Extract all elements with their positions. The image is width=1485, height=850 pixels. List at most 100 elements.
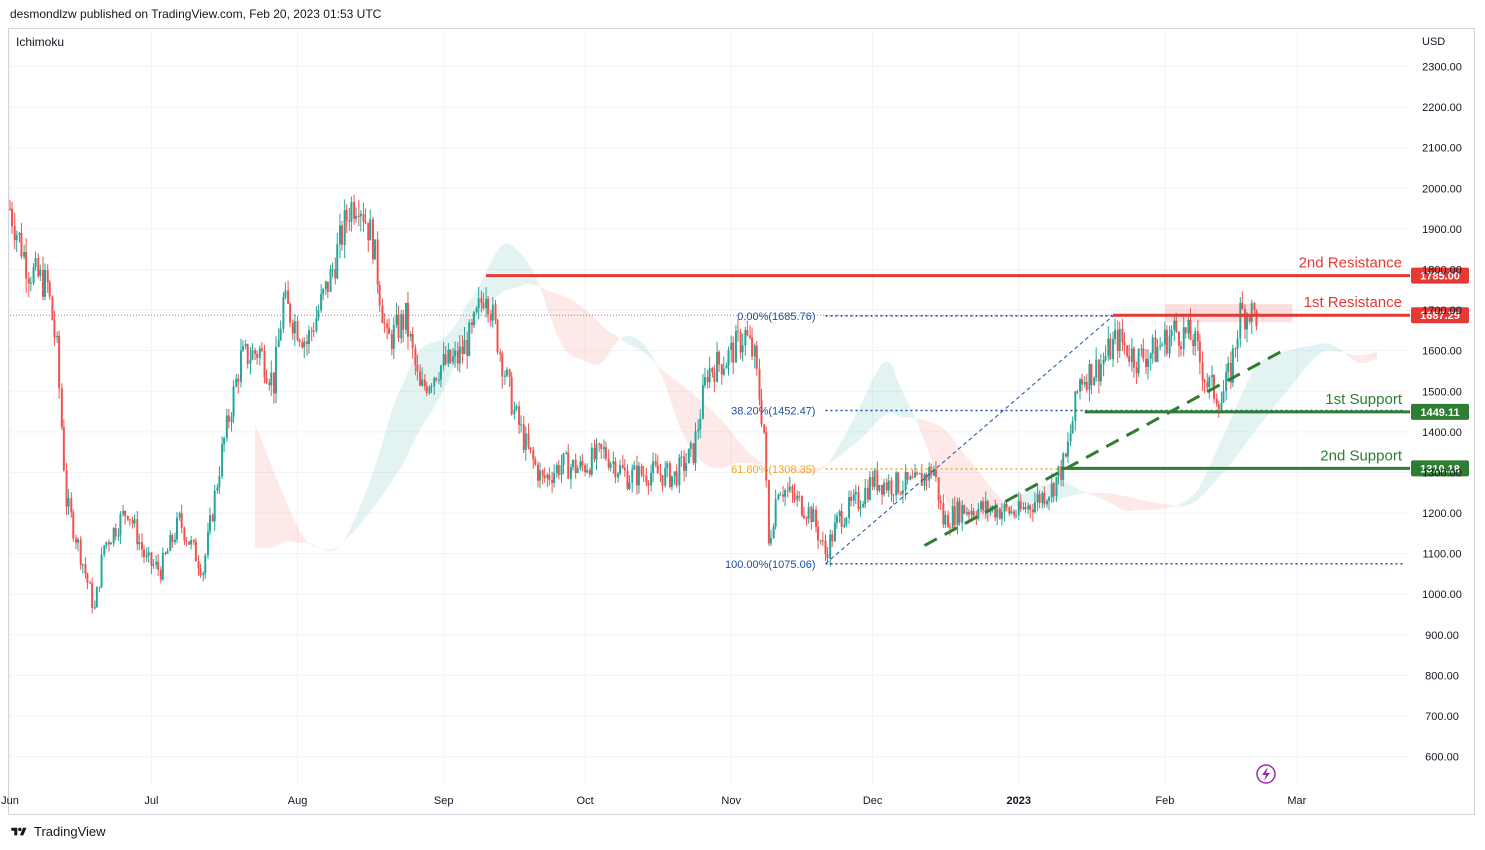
- publisher-header: desmondlzw published on TradingView.com,…: [10, 7, 381, 21]
- candle-body: [687, 448, 690, 464]
- candle-body: [746, 330, 749, 336]
- candle-body: [763, 424, 766, 433]
- candle-body: [562, 453, 565, 466]
- candle-body: [850, 497, 853, 501]
- candle-body: [449, 349, 452, 363]
- candle-body: [934, 468, 937, 478]
- candle-body: [1013, 511, 1016, 516]
- candle-body: [515, 406, 518, 410]
- cloud-segment: [806, 468, 812, 475]
- x-tick-label: Sep: [434, 795, 454, 807]
- cloud-segment: [1334, 346, 1340, 352]
- candle-body: [180, 513, 183, 528]
- candle-body: [574, 460, 577, 473]
- cloud-segment: [288, 506, 293, 542]
- cloud-segment: [396, 387, 402, 474]
- candle-body: [494, 304, 497, 321]
- candle-body: [437, 379, 440, 381]
- cloud-segment: [863, 389, 868, 437]
- cloud-segment: [1023, 491, 1029, 505]
- cloud-segment: [1174, 504, 1180, 507]
- cloud-segment: [962, 451, 967, 517]
- x-tick-label: Feb: [1155, 795, 1174, 807]
- candle-body: [307, 330, 310, 344]
- cloud-segment: [504, 243, 510, 291]
- candle-body: [131, 520, 134, 524]
- candle-body: [466, 339, 469, 356]
- candle-body: [951, 506, 954, 528]
- y-tick-label: 2300.00: [1422, 62, 1462, 74]
- cloud-segment: [684, 386, 689, 445]
- cloud-segment: [1278, 352, 1283, 403]
- cloud-segment: [537, 281, 543, 294]
- candle-body: [786, 490, 789, 492]
- candle-body: [1173, 320, 1176, 330]
- candle-body: [538, 470, 541, 481]
- cloud-segment: [1065, 482, 1071, 497]
- candle-body: [1208, 377, 1211, 388]
- candle-body: [833, 522, 836, 542]
- currency-label: USD: [1422, 36, 1445, 48]
- candle-body: [532, 449, 535, 460]
- candle-body: [211, 515, 214, 522]
- candle-body: [645, 475, 648, 483]
- candle-body: [1074, 391, 1077, 422]
- cloud-segment: [264, 448, 270, 549]
- candle-body: [581, 461, 584, 466]
- candle-body: [29, 282, 32, 284]
- candle-body: [1130, 348, 1133, 362]
- candle-body: [1149, 353, 1152, 359]
- candle-body: [324, 281, 327, 290]
- price-tag-label: 1687.29: [1420, 310, 1460, 322]
- candle-body: [164, 553, 167, 555]
- candle-body: [892, 494, 895, 496]
- cloud-segment: [1282, 350, 1288, 397]
- candle-body: [371, 219, 374, 260]
- candle-body: [1118, 328, 1121, 352]
- candle-body: [218, 475, 221, 488]
- cloud-segment: [1146, 501, 1151, 510]
- candle-body: [39, 269, 42, 276]
- cloud-segment: [1254, 362, 1260, 433]
- cloud-segment: [1287, 349, 1293, 391]
- candle-body: [901, 490, 904, 494]
- cloud-segment: [1249, 368, 1255, 439]
- candle-body: [883, 482, 886, 495]
- candle-body: [920, 473, 923, 486]
- candle-body: [76, 539, 79, 543]
- cloud-segment: [1273, 354, 1279, 409]
- cloud-segment: [585, 309, 590, 364]
- candle-body: [854, 492, 857, 495]
- candle-body: [1083, 381, 1086, 385]
- candle-body: [1175, 320, 1178, 332]
- cloud-segment: [613, 334, 619, 347]
- cloud-segment: [702, 402, 708, 466]
- candle-body: [1114, 329, 1117, 340]
- cloud-segment: [325, 549, 331, 552]
- candle-body: [1055, 476, 1058, 497]
- x-tick-label: Aug: [288, 795, 308, 807]
- cloud-segment: [302, 534, 307, 543]
- candle-body: [343, 210, 346, 245]
- candle-body: [897, 472, 900, 493]
- candle-body: [680, 456, 683, 458]
- candle-body: [1010, 511, 1013, 514]
- y-tick-label: 800.00: [1425, 670, 1459, 682]
- candle-body: [812, 509, 815, 522]
- lightning-icon[interactable]: [1256, 764, 1276, 784]
- cloud-segment: [486, 262, 491, 309]
- cloud-segment: [872, 370, 878, 427]
- y-axis: 600.00 700.00 800.00 900.00 1000.00 1100.00 12…: [1422, 62, 1462, 764]
- cloud-segment: [278, 483, 284, 545]
- candle-body: [296, 321, 299, 341]
- cloud-segment: [721, 420, 727, 469]
- x-tick-label: 2023: [1007, 795, 1031, 807]
- chart-frame[interactable]: [8, 28, 1475, 815]
- candle-body: [1017, 501, 1020, 516]
- candle-body: [105, 542, 108, 546]
- candle-body: [1234, 348, 1237, 350]
- candle-body: [518, 406, 521, 425]
- candle-body: [185, 540, 188, 542]
- footer-brand: TradingView: [34, 824, 106, 839]
